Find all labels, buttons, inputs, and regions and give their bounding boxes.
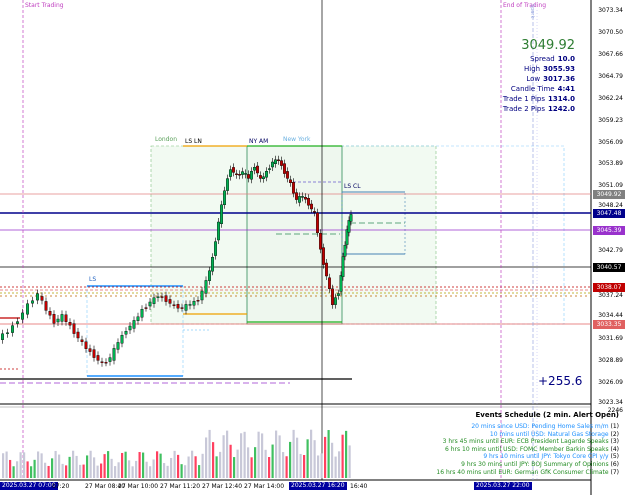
time-axis-label: 16:40	[350, 483, 368, 490]
time-axis-label: 07:20	[52, 483, 70, 490]
event-item: 6 hrs 10 mins until USD: FOMC Member Bar…	[444, 445, 620, 453]
price-level-box: 3033.35	[593, 320, 625, 329]
info-row: Spread 10.0	[530, 56, 575, 63]
info-row: Candle Time 4:41	[511, 86, 575, 93]
info-row: Trade 1 Pips 1314.0	[503, 96, 575, 103]
event-item: 16 hrs 40 mins until EUR: German GfK Con…	[436, 468, 620, 476]
info-label: High	[524, 65, 541, 73]
event-number: (1)	[608, 423, 620, 430]
price-axis-label: 3056.09	[598, 139, 623, 146]
time-axis-label: 27 Mar 12:40	[202, 483, 243, 490]
event-text: 20 mins since USD: Pending Home Sales m/…	[471, 423, 609, 430]
time-axis-label: 2025.03.27 22:00	[474, 482, 532, 490]
price-level-box: 3045.39	[593, 226, 625, 235]
price-axis-label: 3028.89	[598, 357, 623, 364]
event-number: (4)	[608, 445, 620, 453]
price-axis-label: 3051.09	[598, 182, 623, 189]
event-number: (2)	[608, 430, 620, 438]
volume-histogram	[2, 429, 351, 478]
ny-am-box	[246, 145, 343, 325]
info-label: Spread	[530, 55, 555, 63]
price-axis-label: 3059.23	[598, 117, 623, 124]
time-axis-label: 27 Mar 08:40	[85, 483, 126, 490]
event-text: 3 hrs 45 mins until EUR: ECB President L…	[442, 438, 609, 446]
event-item: 10 mins until USD: Natural Gas Storage (…	[489, 430, 620, 438]
price-axis-label: 3048.24	[598, 202, 623, 209]
vertical-tag: Spark	[529, 4, 535, 19]
time-axis-label: 27 Mar 14:00	[244, 483, 285, 490]
price-axis-label: 3023.34	[598, 399, 623, 406]
time-axis-label: 27 Mar 10:00	[118, 483, 159, 490]
info-value: 1314.0	[547, 95, 575, 103]
price-level-box: 3040.57	[593, 263, 625, 272]
price-axis-label: 3070.50	[598, 29, 623, 36]
london-label: London	[155, 136, 177, 143]
price-axis-label: 3062.24	[598, 95, 623, 102]
time-axis-label: 2025.03.27 07:00	[0, 482, 58, 490]
pips-total: +255.6	[538, 374, 583, 388]
event-item: 3 hrs 45 mins until EUR: ECB President L…	[443, 439, 619, 445]
event-number: (7)	[608, 468, 620, 476]
info-value: 4:41	[557, 85, 575, 93]
ls-ln-label: LS LN	[185, 138, 202, 145]
event-number: (5)	[608, 453, 620, 461]
info-row: Low 3017.36	[526, 76, 575, 83]
event-item: 9 hrs 10 mins until JPY: Tokyo Core CPI …	[483, 454, 619, 460]
info-row: Trade 2 Pips 1242.0	[503, 106, 575, 113]
info-value: 3055.93	[543, 65, 575, 73]
info-label: Trade 1 Pips	[502, 95, 545, 103]
info-value: 10.0	[557, 55, 575, 63]
info-label: Candle Time	[510, 85, 555, 93]
info-label: Low	[526, 75, 541, 83]
ny-am-label: NY AM	[249, 138, 269, 145]
price-axis-label: 3037.24	[598, 292, 623, 299]
price-axis-label: 3034.44	[598, 312, 623, 319]
price-axis-label: 3026.09	[598, 379, 623, 386]
current-price-big: 3049.92	[521, 38, 575, 53]
event-text: 10 mins until USD: Natural Gas Storage	[489, 430, 609, 438]
ls-cl-label: LS CL	[344, 183, 361, 190]
time-axis-label: 2025.03.27 16:20	[289, 482, 347, 490]
end-of-trading-label: End of Trading	[503, 2, 547, 9]
price-axis-label: 3064.79	[598, 73, 623, 80]
ls-label: LS	[89, 276, 97, 283]
event-text: 16 hrs 40 mins until EUR: German GfK Con…	[436, 468, 609, 476]
info-label: Trade 2 Pips	[502, 105, 545, 113]
event-text: 9 hrs 30 mins until JPY: BOJ Summary of …	[461, 461, 609, 468]
price-level-box: 3047.48	[593, 209, 625, 218]
event-text: 6 hrs 10 mins until USD: FOMC Member Bar…	[444, 445, 609, 453]
events-title: Events Schedule (2 min. Alert Open)	[475, 411, 620, 419]
new-york-label: New York	[283, 136, 311, 143]
info-value: 1242.0	[547, 105, 575, 113]
event-item: 9 hrs 30 mins until JPY: BOJ Summary of …	[461, 462, 619, 468]
price-axis-label: 3073.34	[598, 7, 623, 14]
price-axis-label: 3053.89	[598, 160, 623, 167]
price-level-box: 3049.92	[593, 190, 625, 199]
candlestick-series	[1, 155, 353, 367]
price-axis-label: 3067.66	[598, 51, 623, 58]
start-trading-label: Start Trading	[25, 2, 64, 9]
info-value: 3017.36	[543, 75, 575, 83]
indicator-axis-label: 2246	[607, 407, 623, 414]
price-level-box: 3038.07	[593, 283, 625, 292]
info-row: High 3055.93	[524, 66, 575, 73]
price-axis-label: 3042.79	[598, 247, 623, 254]
event-number: (6)	[608, 461, 620, 468]
event-text: 9 hrs 10 mins until JPY: Tokyo Core CPI …	[483, 453, 609, 461]
price-axis-label: 3031.69	[598, 335, 623, 342]
time-axis-label: 27 Mar 11:20	[160, 483, 201, 490]
event-number: (3)	[608, 438, 620, 446]
event-item: 20 mins since USD: Pending Home Sales m/…	[471, 424, 619, 430]
